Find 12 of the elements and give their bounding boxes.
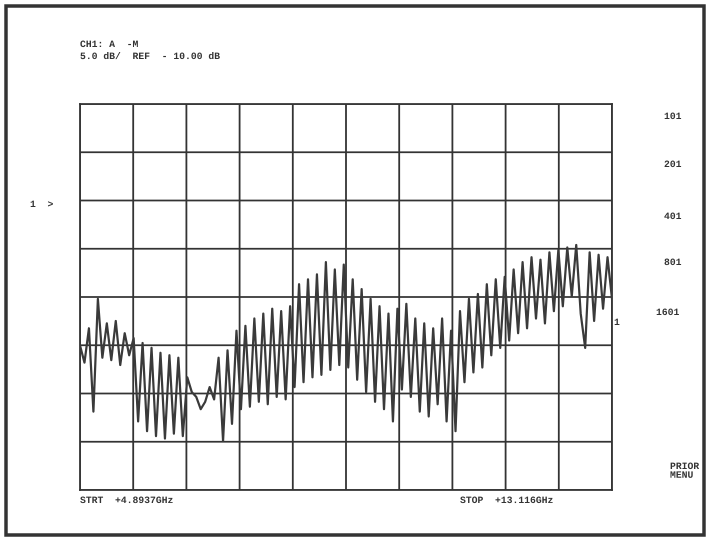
text: 101 [664, 112, 682, 120]
text: 5.0 dB/ REF - 10.00 dB [80, 52, 220, 60]
text: STOP +13.116GHz [460, 496, 553, 504]
text: 1601 [656, 308, 679, 316]
text: 801 [664, 258, 682, 266]
text: STRT +4.8937GHz [80, 496, 173, 504]
text: PRIOR MENU [670, 462, 700, 478]
text: 1 > [30, 200, 53, 208]
text: 401 [664, 212, 682, 220]
text: CH1: A -M [80, 40, 138, 48]
text: 201 [664, 160, 682, 168]
text: 1 [614, 318, 620, 326]
